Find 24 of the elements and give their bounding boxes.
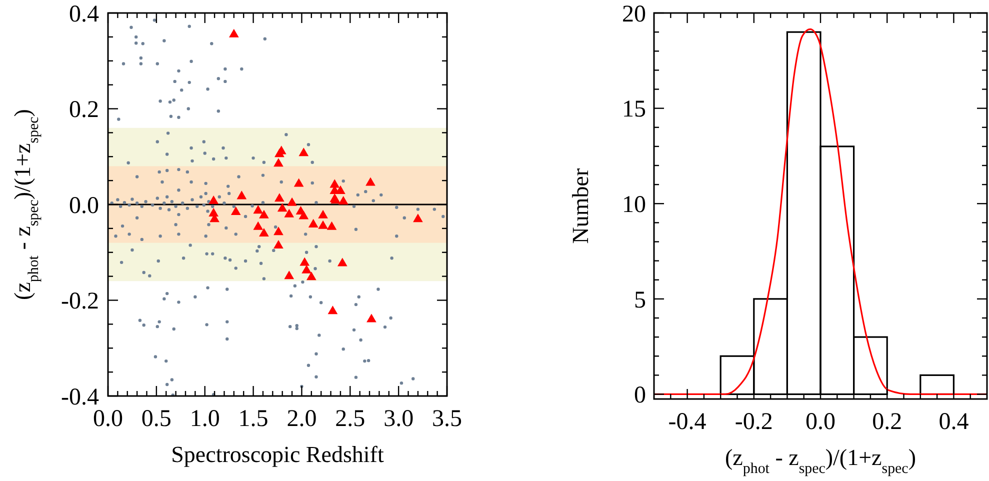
y-axis-title: Number: [568, 168, 593, 244]
x-tick-label: 2.5: [335, 406, 366, 432]
x-axis-title: (z$_{phot}$ - z$_{spec}$)/(1+z$_{spec}$): [725, 445, 916, 477]
y-tick-label: 5: [634, 287, 646, 314]
y-tick-label: 10: [622, 192, 646, 218]
x-tick-label: 0.0: [806, 409, 836, 435]
x-tick-label: 0.2: [872, 409, 902, 435]
x-tick-label: 1.0: [190, 406, 220, 432]
x-tick-label: -0.4: [668, 409, 706, 435]
x-axis-title: Spectroscopic Redshift: [171, 442, 384, 467]
y-tick-label: 0.4: [69, 1, 99, 28]
y-tick-label: -0.2: [61, 288, 99, 315]
x-tick-label: 0.4: [938, 409, 969, 435]
x-tick-label: -0.2: [734, 409, 773, 435]
y-tick-label: 0: [634, 382, 646, 409]
y-tick-label: 0.2: [69, 97, 99, 124]
y-tick-label: 20: [622, 1, 646, 28]
y-tick-label: 15: [622, 96, 646, 123]
x-tick-label: 2.0: [286, 406, 317, 432]
x-tick-label: 3.5: [432, 406, 462, 432]
x-tick-label: 1.5: [238, 406, 268, 432]
x-tick-label: 3.0: [384, 406, 414, 432]
x-tick-label: 0.5: [141, 406, 172, 432]
y-tick-label: 0.0: [69, 192, 99, 219]
